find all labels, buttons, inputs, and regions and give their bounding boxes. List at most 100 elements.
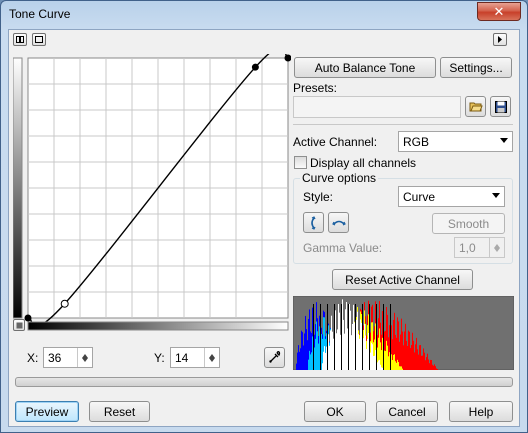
histogram-line [390,304,391,370]
histogram-bar [337,329,338,370]
curve-options-title: Curve options [300,171,378,185]
histogram-bar [400,366,401,370]
x-spin-up-icon[interactable] [78,348,92,358]
histogram-bar [308,360,309,370]
style-value: Curve [403,190,435,204]
histogram-bar [406,341,407,370]
histogram-bar [412,333,413,370]
histogram-bar [352,324,353,370]
histogram-line [348,304,349,370]
histogram-line [355,304,356,370]
histogram-bar [388,356,389,370]
save-preset-button[interactable] [490,96,511,117]
tone-curve-editor[interactable] [13,54,291,332]
histogram-line [334,304,335,370]
histogram-bar [417,349,418,370]
reset-button[interactable]: Reset [89,401,150,422]
histogram-bar [349,304,350,370]
histogram-bar [358,334,359,370]
display-all-channels-label: Display all channels [310,156,416,170]
histogram-line [320,304,321,370]
gamma-value-spinner[interactable]: 1,0 [454,237,505,258]
histogram-bar [396,363,397,370]
histogram-bar [432,365,433,370]
histogram-bar [342,299,343,370]
histogram-bar [404,332,405,370]
style-select[interactable]: Curve [398,186,505,207]
y-value-spinner[interactable]: 14 [170,347,220,368]
close-button[interactable]: ✕ [477,2,521,21]
layout-single-icon[interactable] [32,33,46,46]
histogram-bar [302,332,303,370]
flip-horizontal-button[interactable] [328,212,349,233]
histogram-bar [398,362,399,370]
preview-button[interactable]: Preview [15,401,79,422]
histogram-bar [428,359,429,370]
histogram-bar [374,356,375,370]
histogram-bar [359,339,360,370]
histogram-bar [393,355,394,370]
histogram-bar [335,310,336,370]
histogram-bar [326,347,327,370]
histogram-bar [314,348,315,370]
display-all-channels-checkbox[interactable] [294,156,307,169]
y-spin-up-icon[interactable] [205,348,219,358]
gamma-spin-up-icon[interactable] [490,238,504,248]
help-button[interactable]: Help [449,401,513,422]
histogram-bar [401,319,402,370]
layout-split-icon[interactable] [13,33,27,46]
histogram-bar [394,354,395,370]
curve-control-point[interactable] [252,64,258,70]
presets-field[interactable] [293,96,461,118]
histogram-bar [329,346,330,370]
gamma-value: 1,0 [459,241,476,255]
histogram-line [369,304,370,370]
gradient-toggle-icon[interactable] [13,319,25,331]
histogram-bar [436,368,437,370]
histogram-bar [370,353,371,370]
histogram-line [327,304,328,370]
settings-button[interactable]: Settings... [440,57,512,78]
histogram-bar [380,365,381,370]
ok-button[interactable]: OK [304,401,366,422]
cancel-button[interactable]: Cancel [376,401,438,422]
x-value: 36 [48,351,61,365]
histogram-bar [395,361,396,370]
smooth-button[interactable]: Smooth [432,213,505,234]
histogram-bar [366,349,367,370]
histogram-bar [353,305,354,370]
flip-vertical-button[interactable] [303,212,324,233]
histogram-bar [354,322,355,370]
reset-active-channel-button[interactable]: Reset Active Channel [332,269,473,290]
histogram-bar [392,360,393,370]
curve-control-point[interactable] [61,300,68,307]
histogram-bar [318,344,319,370]
curve-control-point[interactable] [285,55,291,61]
histogram-bar [422,356,423,370]
histogram-bar [363,338,364,370]
separator [293,124,513,125]
histogram-bar [382,368,383,370]
x-value-spinner[interactable]: 36 [43,347,93,368]
histogram-bar [336,333,337,370]
histogram-bar [424,353,425,370]
histogram-bar [381,350,382,370]
gamma-spin-down-icon[interactable] [490,248,504,258]
histogram-bar [321,334,322,370]
histogram-bar [330,330,331,370]
auto-balance-tone-button[interactable]: Auto Balance Tone [294,57,436,78]
style-label: Style: [303,190,333,204]
histogram-line [383,304,384,370]
x-spin-down-icon[interactable] [78,358,92,368]
open-preset-button[interactable] [465,96,486,117]
histogram-bar [389,352,390,370]
histogram-bar [322,363,323,370]
play-right-icon[interactable] [493,33,507,46]
y-spin-down-icon[interactable] [205,358,219,368]
title-bar[interactable]: Tone Curve ✕ [1,1,527,29]
active-channel-select[interactable]: RGB [398,131,513,152]
flip-horizontal-icon [332,216,346,230]
curve-control-point[interactable] [25,315,31,321]
eyedropper-button[interactable] [264,347,285,368]
